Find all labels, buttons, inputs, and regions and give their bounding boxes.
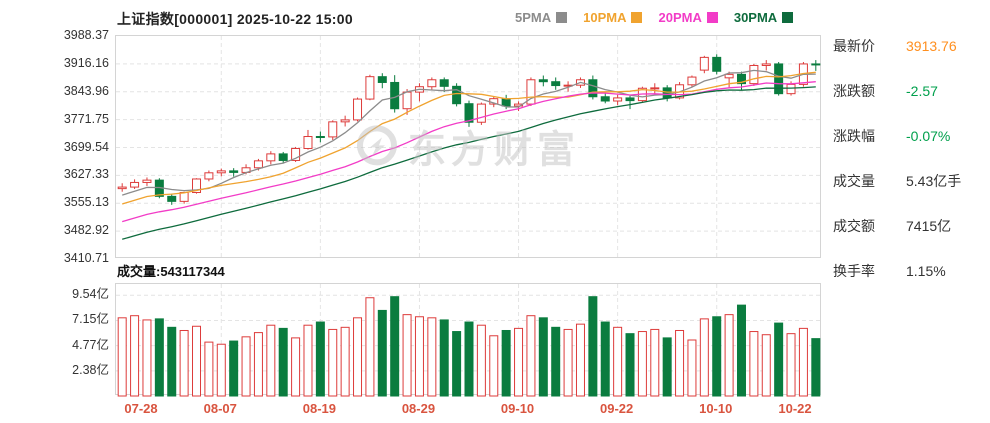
legend-swatch xyxy=(556,12,568,23)
legend-swatch xyxy=(782,12,794,23)
quote-row: 成交量 5.43亿手 xyxy=(833,173,989,190)
date-axis-label: 09-10 xyxy=(500,401,535,416)
price-axis-label: 3627.33 xyxy=(63,167,109,182)
quote-value: -2.57 xyxy=(906,83,938,99)
quote-label: 涨跌幅 xyxy=(833,128,875,144)
quote-label: 成交量 xyxy=(833,173,875,189)
quote-value: -0.07% xyxy=(906,128,951,144)
legend-item-30pma: 30PMA xyxy=(733,10,794,25)
volume-svg xyxy=(116,284,822,397)
quote-row: 最新价 3913.76 xyxy=(833,38,989,55)
date-axis-label: 08-19 xyxy=(302,401,336,416)
date-axis-label: 07-28 xyxy=(124,401,158,416)
ma-legend: 5PMA 10PMA 20PMA 30PMA xyxy=(515,10,794,25)
volume-axis-label: 2.38亿 xyxy=(72,362,109,377)
date-axis-label: 10-10 xyxy=(699,401,733,416)
price-axis-label: 3771.75 xyxy=(63,111,109,126)
legend-label: 5PMA xyxy=(515,10,552,25)
legend-item-20pma: 20PMA xyxy=(658,10,718,25)
legend-swatch xyxy=(631,12,643,23)
volume-chart[interactable] xyxy=(115,283,822,397)
quote-row: 成交额 7415亿 xyxy=(833,218,989,235)
legend-swatch xyxy=(706,12,718,23)
quote-value: 5.43亿手 xyxy=(906,173,962,189)
quote-row: 换手率 1.15% xyxy=(833,263,989,280)
quote-row: 涨跌幅 -0.07% xyxy=(833,128,989,145)
price-axis-label: 3482.92 xyxy=(63,223,109,238)
quote-panel: 最新价 3913.76 涨跌额 -2.57 涨跌幅 -0.07% 成交量 5.43亿手成交额 7… xyxy=(833,38,989,280)
volume-header-label: 成交量: xyxy=(117,264,161,279)
date-axis-label: 09-22 xyxy=(600,401,634,416)
price-axis-label: 3410.71 xyxy=(63,251,109,265)
volume-axis-label: 9.54亿 xyxy=(72,287,109,302)
price-axis-label: 3699.54 xyxy=(63,139,109,154)
quote-label: 成交额 xyxy=(833,218,875,234)
volume-axis-label: 7.15亿 xyxy=(72,312,109,327)
candlestick-svg xyxy=(116,36,822,259)
date-axis-label: 08-07 xyxy=(203,401,237,416)
date-axis-label: 08-29 xyxy=(401,401,436,416)
volume-axis-label: 4.77亿 xyxy=(72,337,109,352)
price-axis-label: 3916.16 xyxy=(63,55,109,70)
price-axis-label: 3555.13 xyxy=(63,195,109,210)
volume-header-value: 543117344 xyxy=(160,264,225,279)
quote-label: 换手率 xyxy=(833,263,875,279)
chart-title: 上证指数[000001] 2025-10-22 15:00 xyxy=(117,11,353,27)
date-axis-label: 10-22 xyxy=(778,401,812,416)
price-axis-label: 3988.37 xyxy=(63,28,109,42)
price-axis-label: 3843.96 xyxy=(63,83,109,98)
volume-header: 成交量:543117344 xyxy=(117,261,225,280)
quote-label: 涨跌额 xyxy=(833,83,875,99)
quote-label: 最新价 xyxy=(833,38,875,54)
quote-value: 3913.76 xyxy=(906,38,957,54)
legend-label: 30PMA xyxy=(733,10,778,25)
quote-row: 涨跌额 -2.57 xyxy=(833,83,989,100)
legend-item-5pma: 5PMA xyxy=(515,10,568,25)
quote-value: 1.15% xyxy=(906,263,946,279)
legend-label: 10PMA xyxy=(583,10,627,25)
legend-label: 20PMA xyxy=(658,10,702,25)
quote-value: 7415亿 xyxy=(906,218,952,234)
candlestick-chart[interactable]: 东方财富 xyxy=(115,35,822,259)
legend-item-10pma: 10PMA xyxy=(583,10,643,25)
